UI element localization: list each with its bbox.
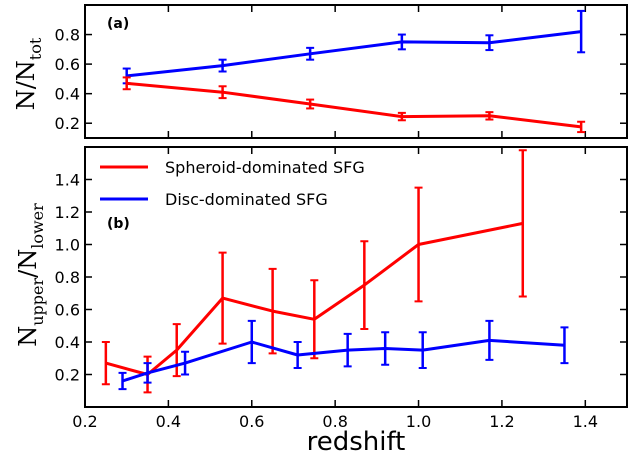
panel-a-ytick-label: 0.4: [55, 85, 80, 104]
panel-a-label: (a): [107, 16, 129, 32]
panel-b-xtick-label: 1.2: [489, 412, 514, 431]
panel-b: 0.2 0.4 0.6 0.8 1.0 1.2 1.4 0.2 0.4 0.6 0.8 1.0 1.2 1…: [14, 146, 628, 431]
series-disc-line: [122, 338, 565, 383]
panel-b-xtick-label: 0.4: [156, 412, 181, 431]
panel-b-ytick-label: 1.2: [55, 203, 80, 222]
panel-b-ticks: 0.2 0.4 0.6 0.8 1.0 1.2 1.4 0.2 0.4 0.6 0.8 1.0 1.2 1…: [55, 147, 627, 431]
panel-b-ytick-label: 0.2: [55, 366, 80, 385]
panel-a-ytick-label: 0.2: [55, 114, 80, 133]
panel-b-ytick-label: 0.6: [55, 301, 80, 320]
panel-b-xtick-label: 1.0: [406, 412, 431, 431]
panel-b-ytick-label: 1.4: [55, 171, 80, 190]
panel-b-ylabel: Nupper/Nlower: [14, 203, 47, 347]
panel-b-xtick-label: 0.6: [239, 412, 264, 431]
panel-a-ytick-label: 0.6: [55, 55, 80, 74]
panel-b-ytick-label: 1.0: [55, 236, 80, 255]
panel-a-series: [122, 9, 586, 134]
panel-b-ytick-label: 0.4: [55, 333, 80, 352]
panel-a-frame: [84, 4, 628, 139]
legend-label-spheroid: Spheroid-dominated SFG: [165, 158, 365, 177]
panel-a-ytick-label: 0.8: [55, 26, 80, 45]
panel-b-xtick-label: 0.2: [72, 412, 97, 431]
legend-label-disc: Disc-dominated SFG: [165, 190, 328, 209]
series-disc-line: [126, 30, 582, 78]
x-axis-label: redshift: [307, 427, 406, 457]
legend: Spheroid-dominated SFG Disc-dominated SF…: [100, 158, 365, 209]
panel-b-series: [101, 149, 569, 394]
panel-a-ylabel: N/Ntot: [12, 37, 45, 110]
panel-b-label: (b): [107, 216, 130, 232]
panel-b-xtick-label: 0.8: [322, 412, 347, 431]
panel-a-ticks: 0.2 0.4 0.6 0.8: [55, 5, 627, 138]
panel-b-xtick-label: 1.4: [573, 412, 598, 431]
panel-b-ytick-label: 0.8: [55, 268, 80, 287]
series-spheroid-line: [126, 81, 582, 129]
panel-a: 0.2 0.4 0.6 0.8 (a) N/Ntot: [12, 4, 628, 139]
